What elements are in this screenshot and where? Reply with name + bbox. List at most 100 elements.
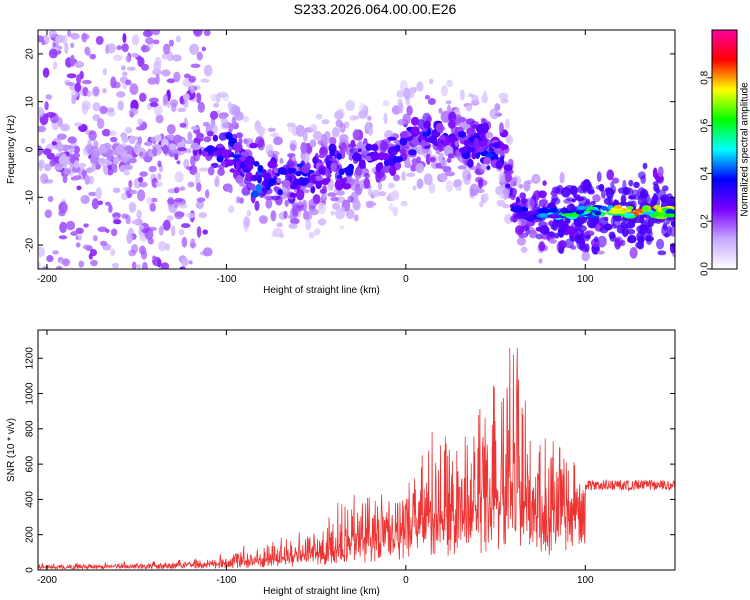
spectrogram-cell [76, 74, 82, 85]
spectrogram-cell [220, 121, 230, 130]
spectrogram-cell [538, 241, 546, 252]
spectrogram-ytick-label: 20 [25, 48, 36, 60]
spectrogram-cell [548, 238, 557, 244]
spectrogram-cell [40, 137, 46, 144]
spectrogram-cell [202, 247, 213, 257]
spectrogram-cell [525, 225, 530, 236]
spectrogram-peak [463, 139, 470, 147]
spectrogram-cell [321, 119, 330, 125]
spectrogram-cell [408, 87, 417, 94]
spectrogram-peak [205, 145, 216, 154]
spectrogram-cell [656, 238, 665, 250]
spectrogram-cell [153, 61, 162, 71]
spectrogram-xtick-label: -100 [216, 274, 236, 285]
spectrogram-cell [138, 225, 145, 230]
spectrogram-cell [611, 223, 617, 229]
spectrogram-cell [270, 210, 277, 222]
spectrogram-cell [189, 43, 200, 55]
spectrogram-cell [416, 178, 424, 189]
spectrogram-cell [203, 136, 212, 143]
spectrogram-cell [197, 101, 205, 113]
spectrogram-peak [176, 160, 181, 165]
spectrogram-cell [445, 171, 455, 177]
spectrogram-cell [151, 30, 161, 36]
spectrogram-peak [201, 151, 209, 157]
spectrogram-cell [364, 172, 371, 179]
spectrogram-cell [440, 159, 448, 168]
spectrogram-cell [77, 234, 83, 241]
spectrogram-cell [475, 176, 484, 183]
spectrogram-cell [123, 186, 131, 192]
spectrogram-cell [71, 94, 77, 105]
spectrogram-cell [100, 240, 108, 247]
spectrogram-ytick-label: 0 [25, 146, 36, 152]
spectrogram-cell [290, 218, 300, 225]
spectrogram-cell [290, 143, 296, 152]
spectrogram-cell [128, 180, 133, 188]
spectrogram-cell [273, 136, 283, 146]
spectrogram-peak [577, 205, 588, 210]
spectrogram-peak [399, 136, 408, 146]
spectrogram-cell [48, 48, 59, 59]
spectrogram-peak [394, 156, 404, 163]
spectrogram-cell [207, 166, 215, 176]
spectrogram-cell [200, 78, 210, 83]
spectrogram-cell [242, 115, 250, 123]
spectrogram-peak [263, 172, 272, 181]
spectrogram-cell [70, 42, 75, 49]
snr-ytick-label: 1200 [25, 347, 36, 370]
spectrogram-cell [670, 220, 675, 227]
spectrogram-cell [652, 181, 659, 186]
spectrogram-peak [289, 192, 297, 198]
spectrogram-cell [429, 156, 436, 163]
spectrogram-cell [92, 102, 101, 112]
spectrogram-cell [205, 189, 210, 199]
spectrogram-cell [478, 163, 487, 173]
spectrogram-peak [162, 144, 169, 155]
snr-plot [37, 329, 676, 571]
spectrogram-cell [145, 37, 154, 45]
spectrogram-cell [390, 190, 400, 201]
spectrogram-cell [303, 152, 310, 164]
spectrogram-cell [556, 184, 564, 195]
spectrogram-cell [396, 90, 405, 98]
spectrogram-cell [308, 198, 317, 210]
spectrogram-peak [128, 157, 137, 164]
spectrogram-cell [388, 182, 395, 189]
spectrogram-cell [480, 117, 486, 122]
spectrogram-cell [196, 197, 206, 203]
spectrogram-peak [494, 148, 503, 155]
spectrogram-cell [149, 97, 159, 103]
spectrogram-peak [310, 185, 316, 194]
spectrogram-peak [78, 162, 87, 168]
spectrogram-peak [439, 134, 446, 141]
spectrogram-cell [339, 225, 345, 230]
spectrogram-cell [534, 176, 540, 182]
spectrogram-cell [121, 71, 128, 77]
spectrogram-cell [209, 110, 219, 120]
spectrogram-cell [157, 173, 162, 181]
spectrogram-cell [56, 133, 67, 140]
spectrogram-cell [505, 118, 510, 130]
spectrogram-cell [606, 169, 614, 181]
spectrogram-cell [597, 250, 605, 255]
spectrogram-peak [155, 134, 162, 142]
spectrogram-peak [492, 142, 502, 149]
spectrogram-cell [388, 202, 394, 212]
spectrogram-peak [103, 165, 109, 175]
spectrogram-peak [355, 167, 362, 176]
spectrogram-peak [193, 142, 199, 151]
snr-ytick-label: 600 [25, 455, 36, 472]
spectrogram-cell [440, 85, 448, 97]
spectrogram-cell [125, 126, 133, 134]
spectrogram-peak [250, 174, 258, 182]
spectrogram-cell [324, 168, 330, 178]
spectrogram-cell [592, 194, 601, 203]
spectrogram-cell [76, 185, 82, 191]
spectrogram-xtick-label: -200 [37, 274, 57, 285]
spectrogram-cell [539, 199, 549, 205]
spectrogram-cell [565, 225, 575, 235]
spectrogram-cell [174, 186, 180, 194]
spectrogram-cell [504, 213, 514, 225]
spectrogram-cell [73, 122, 83, 127]
